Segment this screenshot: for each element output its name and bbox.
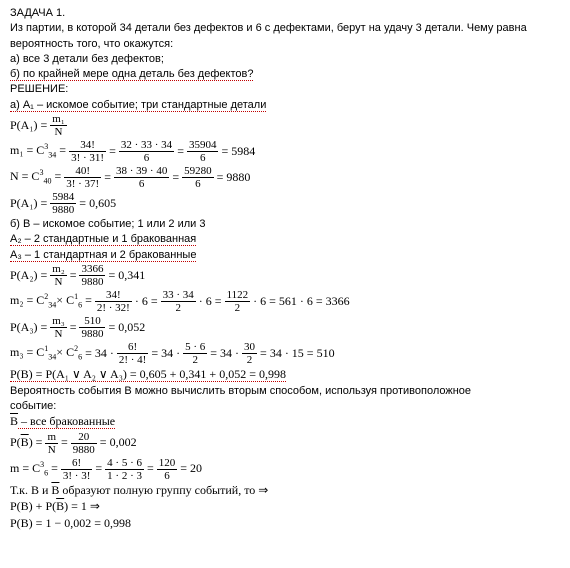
alt-method-line1: Вероятность события B можно вычислить вт… (10, 384, 560, 398)
a-event-desc: а) A₁ – искомое событие; три стандартные… (10, 98, 560, 112)
eq-mbar: m = C36 = 6!3! · 3! = 4 · 5 · 61 · 2 · 3… (10, 457, 560, 482)
eq-m3: m₃ = C134× C26 = 34 · 6!2! · 4! = 34 · 5… (10, 341, 560, 366)
solution-header: РЕШЕНИЕ: (10, 82, 560, 96)
a2-desc: A₂ – 2 стандартные и 1 бракованная (10, 232, 560, 246)
sum-eq: P(B) + P(B) = 1 ⇒ (10, 499, 560, 515)
eq-pb-union: P(B) = P(A₁ ∨ A₂ ∨ A₃) = 0,605 + 0,341 +… (10, 367, 560, 383)
eq-m1: m₁ = C334 = 34!3! · 31! = 32 · 33 · 346 … (10, 139, 560, 164)
task-document: ЗАДАЧА 1. Из партии, в которой 34 детали… (0, 0, 570, 539)
b-event-desc: б) B – искомое событие; 1 или 2 или 3 (10, 217, 560, 231)
full-group-line: Т.к. B и B образуют полную группу событи… (10, 483, 560, 499)
eq-pa2: P(A₂) = m₂N = 33669880 = 0,341 (10, 263, 560, 288)
bbar-desc: B – все бракованные (10, 414, 560, 430)
problem-line-2: вероятность того, что окажутся: (10, 37, 560, 51)
problem-line-1: Из партии, в которой 34 детали без дефек… (10, 21, 560, 35)
problem-a: а) все 3 детали без дефектов; (10, 52, 560, 66)
eq-pa1-val: P(A₁) = 59849880 = 0,605 (10, 191, 560, 216)
final-eq: P(B) = 1 − 0,002 = 0,998 (10, 516, 560, 532)
eq-pbbar: P(B) = mN = 209880 = 0,002 (10, 431, 560, 456)
eq-pa3: P(A₃) = m₃N = 5109880 = 0,052 (10, 315, 560, 340)
eq-pa1-def: P(A₁) = m₁N (10, 113, 560, 138)
eq-m2: m₂ = C234× C16 = 34!2! · 32! · 6 = 33 · … (10, 289, 560, 314)
problem-b: б) по крайней мере одна деталь без дефек… (10, 67, 560, 81)
eq-N: N = C340 = 40!3! · 37! = 38 · 39 · 406 =… (10, 165, 560, 190)
alt-method-line2: событие: (10, 399, 560, 413)
a3-desc: A₃ – 1 стандартная и 2 бракованные (10, 248, 560, 262)
task-title: ЗАДАЧА 1. (10, 6, 560, 20)
